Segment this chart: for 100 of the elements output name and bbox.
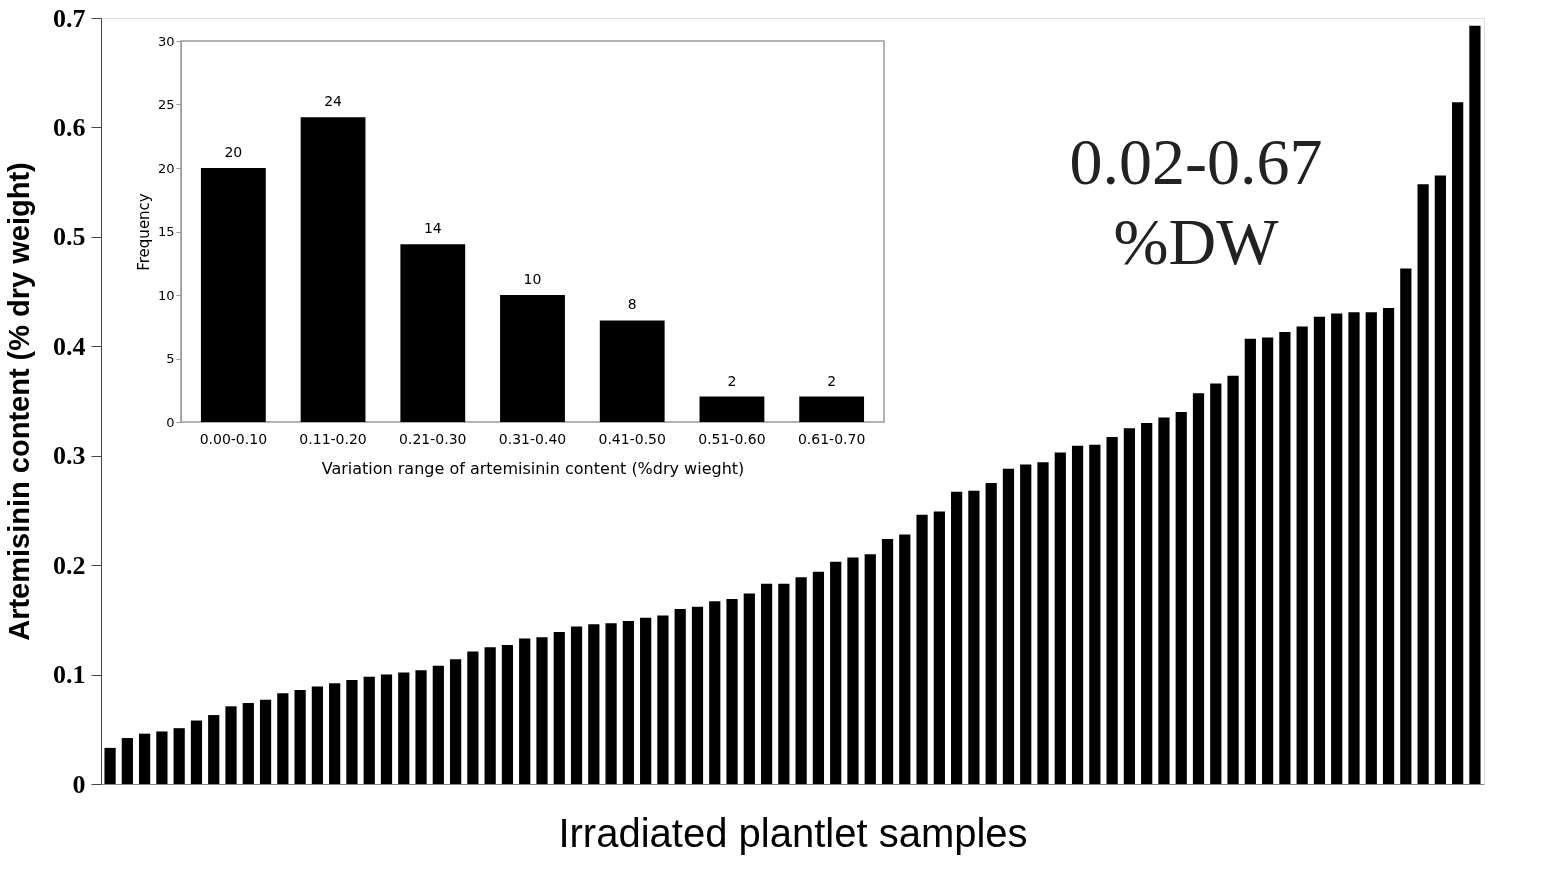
data-label: 10: [523, 271, 542, 287]
bar: [380, 674, 393, 784]
bar: [1434, 175, 1446, 784]
bar: [899, 534, 911, 784]
x-axis-title: Irradiated plantlet samples: [558, 810, 1028, 855]
data-label: 24: [324, 93, 343, 110]
bar: [743, 593, 755, 784]
bar: [657, 615, 669, 784]
x-tick-label: 0.51-0.60: [698, 430, 766, 447]
bar: [190, 720, 203, 784]
annotation: 0.02-0.67: [1069, 125, 1323, 198]
bar: [1210, 383, 1222, 784]
y-axis-title: Frequency: [134, 193, 153, 271]
bar: [864, 554, 876, 784]
bar: [1348, 312, 1360, 784]
y-tick-label: 0.4: [53, 331, 86, 361]
bar: [156, 731, 168, 784]
bar: [398, 672, 410, 784]
bar: [519, 638, 531, 784]
y-tick-label: 0.2: [53, 550, 86, 580]
bar: [467, 651, 479, 784]
bar: [799, 396, 865, 422]
data-label: 8: [627, 296, 637, 313]
bar: [1020, 464, 1032, 784]
bar: [709, 601, 721, 784]
bar: [121, 738, 133, 784]
bar: [1158, 417, 1170, 784]
bar: [847, 557, 859, 784]
bar: [139, 733, 151, 784]
bar: [1400, 268, 1412, 784]
x-tick-label: 0.61-0.70: [797, 430, 866, 447]
bar: [329, 683, 341, 784]
bar: [588, 624, 600, 784]
bar: [778, 583, 790, 784]
annotation: %DW: [1113, 205, 1280, 278]
bar: [501, 645, 514, 784]
bar: [1313, 316, 1326, 784]
bar: [691, 606, 704, 784]
bar: [1417, 184, 1429, 784]
bar: [400, 244, 466, 422]
y-tick-label: 0: [166, 414, 175, 430]
bar: [259, 699, 272, 784]
y-tick-label: 20: [157, 160, 175, 176]
bar: [1175, 411, 1187, 784]
y-tick-label: 30: [157, 33, 175, 49]
x-tick-label: 0.31-0.40: [498, 430, 567, 447]
bar: [985, 483, 997, 784]
bar: [432, 665, 444, 784]
bar: [363, 676, 375, 784]
bar: [951, 491, 963, 784]
bar: [104, 747, 116, 784]
bar: [1279, 332, 1291, 784]
y-tick-label: 0.3: [53, 441, 86, 471]
bar: [640, 617, 652, 784]
data-label: 2: [727, 372, 737, 389]
bar: [916, 514, 928, 784]
bar: [536, 637, 548, 784]
bar: [1331, 313, 1343, 784]
bar: [699, 396, 765, 422]
bar: [1054, 452, 1066, 784]
bar: [968, 490, 980, 784]
bar: [1382, 307, 1395, 784]
x-tick-label: 0.00-0.10: [199, 430, 268, 447]
bar: [553, 631, 565, 784]
y-axis-title: Artemisinin content (% dry weight): [3, 162, 35, 641]
bar: [415, 670, 427, 784]
y-tick-label: 0.6: [53, 112, 86, 142]
x-tick-label: 0.21-0.30: [399, 430, 467, 447]
bar: [225, 706, 237, 784]
bar: [1296, 326, 1308, 784]
data-label: 20: [224, 144, 243, 160]
bar: [726, 599, 738, 784]
bar: [795, 577, 807, 784]
bar: [294, 689, 306, 784]
bar: [570, 626, 583, 784]
bar: [760, 583, 773, 784]
bar: [200, 168, 266, 422]
bar: [599, 320, 665, 422]
bar: [881, 538, 894, 784]
bar: [605, 623, 617, 784]
bar: [1037, 462, 1049, 784]
x-tick-label: 0.41-0.50: [598, 430, 666, 447]
data-label: 2: [827, 372, 837, 389]
bar: [300, 117, 366, 422]
bar: [1106, 437, 1118, 784]
y-tick-label: 0: [72, 769, 86, 799]
x-tick-label: 0.11-0.20: [299, 430, 367, 447]
bar: [933, 511, 945, 784]
y-tick-label: 0.1: [53, 660, 86, 690]
bar: [1071, 445, 1084, 784]
data-label: 14: [423, 220, 442, 237]
x-axis-title: Variation range of artemisinin content (%dry wieght): [321, 458, 745, 478]
y-tick-label: 0.5: [53, 222, 86, 252]
bar: [1192, 393, 1205, 784]
y-tick-label: 10: [157, 287, 175, 303]
bar: [1469, 25, 1481, 784]
bar: [242, 703, 254, 784]
bar: [1227, 375, 1239, 784]
bar: [830, 561, 842, 784]
bar: [1452, 102, 1464, 784]
